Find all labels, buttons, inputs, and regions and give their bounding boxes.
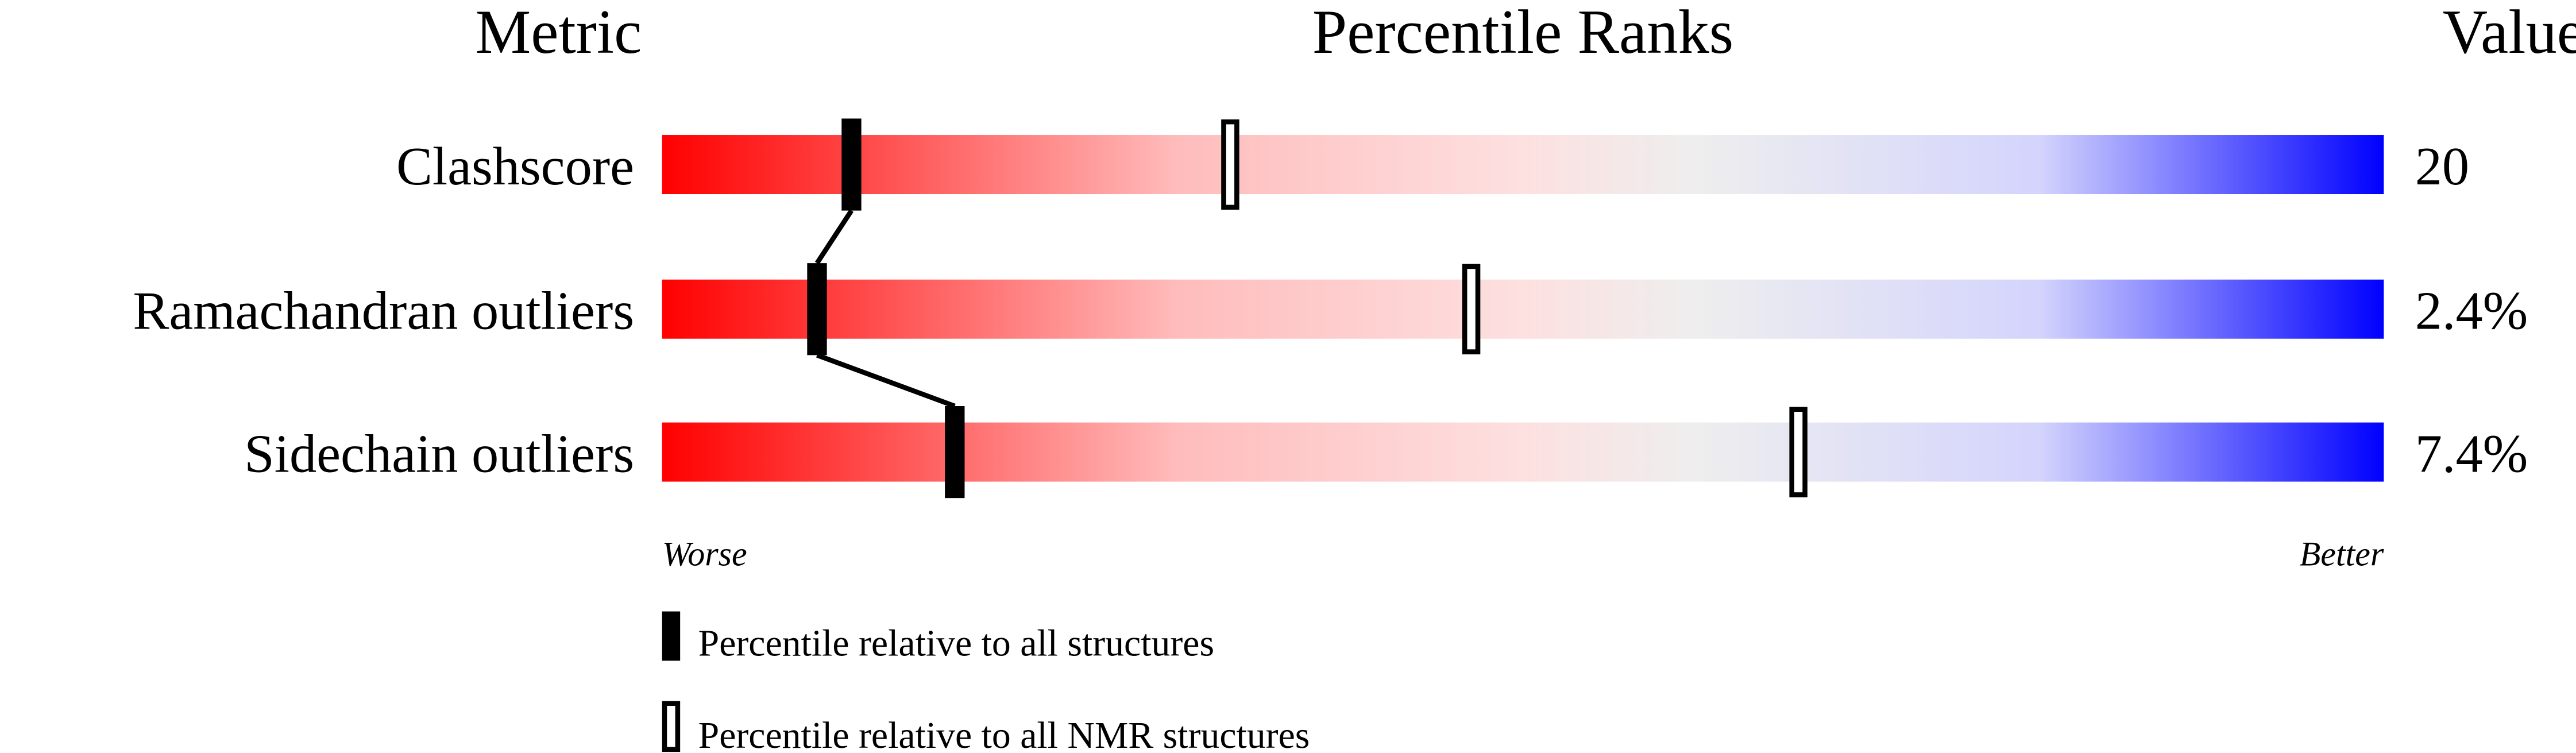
metric-label: Ramachandran outliers	[133, 281, 634, 341]
metric-label: Clashscore	[396, 137, 634, 196]
metric-value: 2.4%	[2415, 281, 2528, 341]
legend-open-marker	[662, 701, 681, 752]
legend-nmr-structures: Percentile relative to all NMR structure…	[698, 715, 1310, 753]
axis-label-worse: Worse	[662, 534, 747, 573]
all-percentile-marker	[807, 263, 827, 356]
metric-value: 7.4%	[2415, 424, 2528, 484]
metric-label: Sidechain outliers	[244, 424, 634, 484]
header-percentile-ranks: Percentile Ranks	[1312, 0, 1733, 67]
connector-line	[816, 353, 956, 409]
nmr-percentile-marker	[1462, 264, 1481, 354]
percentile-bar	[662, 135, 2384, 195]
connector-line	[814, 209, 854, 265]
nmr-percentile-marker	[1789, 407, 1808, 497]
axis-label-better: Better	[2300, 534, 2384, 573]
percentile-bar	[662, 422, 2384, 482]
header-metric: Metric	[476, 0, 642, 67]
legend-all-structures: Percentile relative to all structures	[698, 623, 1214, 665]
all-percentile-marker	[841, 118, 862, 211]
nmr-percentile-marker	[1221, 119, 1239, 210]
metric-value: 20	[2415, 137, 2469, 196]
all-percentile-marker	[945, 406, 965, 499]
header-value: Value	[2443, 0, 2576, 67]
legend-filled-marker	[662, 611, 681, 661]
percentile-bar	[662, 279, 2384, 339]
